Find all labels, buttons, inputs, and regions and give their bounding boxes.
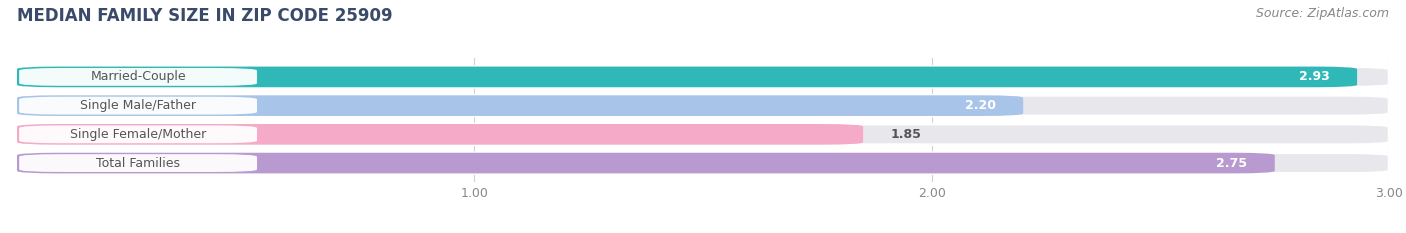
FancyBboxPatch shape: [17, 67, 1357, 87]
FancyBboxPatch shape: [17, 95, 1389, 116]
FancyBboxPatch shape: [17, 153, 1275, 173]
Text: Source: ZipAtlas.com: Source: ZipAtlas.com: [1256, 7, 1389, 20]
Text: 2.93: 2.93: [1299, 70, 1330, 83]
FancyBboxPatch shape: [20, 125, 257, 143]
FancyBboxPatch shape: [20, 97, 257, 115]
FancyBboxPatch shape: [17, 153, 1389, 173]
Text: MEDIAN FAMILY SIZE IN ZIP CODE 25909: MEDIAN FAMILY SIZE IN ZIP CODE 25909: [17, 7, 392, 25]
FancyBboxPatch shape: [17, 67, 1389, 87]
FancyBboxPatch shape: [20, 154, 257, 172]
FancyBboxPatch shape: [17, 124, 863, 145]
FancyBboxPatch shape: [17, 124, 1389, 145]
Text: 2.20: 2.20: [965, 99, 995, 112]
FancyBboxPatch shape: [17, 95, 1024, 116]
Text: Single Male/Father: Single Male/Father: [80, 99, 195, 112]
FancyBboxPatch shape: [20, 68, 257, 86]
Text: 1.85: 1.85: [890, 128, 921, 141]
Text: Married-Couple: Married-Couple: [90, 70, 186, 83]
Text: 2.75: 2.75: [1216, 157, 1247, 170]
Text: Single Female/Mother: Single Female/Mother: [70, 128, 207, 141]
Text: Total Families: Total Families: [96, 157, 180, 170]
